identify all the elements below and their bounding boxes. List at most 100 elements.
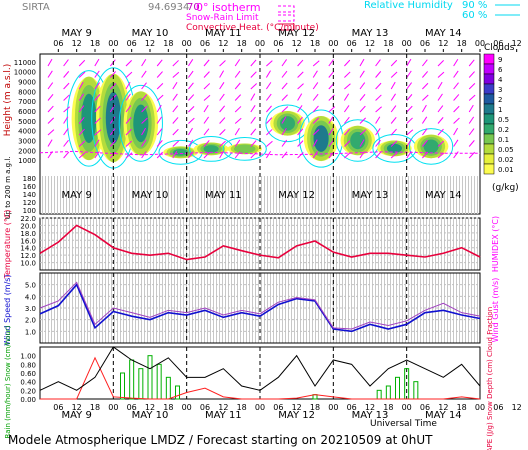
hour-label: 00 <box>108 403 118 412</box>
colorbar-level: 4 <box>498 76 503 84</box>
height-tick: 9000 <box>18 79 36 87</box>
wind-arrow <box>141 117 148 124</box>
day-label: MAY 11 <box>205 28 242 39</box>
colorbar-level: 2 <box>498 96 502 104</box>
wind-arrow <box>94 105 101 113</box>
wind-arrow <box>203 151 210 159</box>
height-tick: 1000 <box>18 157 36 165</box>
wind-arrow <box>422 94 429 101</box>
hour-label: 06 <box>200 403 210 412</box>
wind-arrow <box>172 140 179 147</box>
hour-label: 00 <box>328 39 338 48</box>
wind-arrow <box>94 117 101 124</box>
hour-label: 12 <box>145 403 155 412</box>
hour-label: 12 <box>145 39 155 48</box>
colorbar-level: 0.1 <box>498 136 509 144</box>
hour-label: 00 <box>328 403 338 412</box>
wind-arrow <box>94 151 100 159</box>
wind-arrow <box>468 104 474 113</box>
wind-arrow <box>109 116 116 124</box>
legend-snow-rain: Snow-Rain Limit <box>186 13 259 23</box>
series-line <box>40 356 481 400</box>
y-tick: 0.00 <box>20 396 36 404</box>
wind-arrow <box>63 106 70 113</box>
wind-arrow <box>172 71 180 78</box>
wind-arrow <box>63 128 69 136</box>
wind-arrow <box>421 128 428 136</box>
wind-arrow <box>468 59 475 67</box>
wind-arrow <box>78 93 84 101</box>
wind-arrow <box>141 94 148 101</box>
legend-isotherm-line <box>278 5 295 13</box>
wind-arrow <box>172 93 178 101</box>
colorbar-swatch <box>483 113 495 125</box>
hour-label: 18 <box>457 403 467 412</box>
hour-label: 18 <box>237 39 247 48</box>
wind-arrow <box>281 82 288 90</box>
wind-arrow <box>375 71 382 78</box>
wind-arrow <box>328 128 334 136</box>
y-tick: 14.0 <box>20 245 36 253</box>
wind-arrow <box>422 82 429 90</box>
wind-arrow <box>156 94 164 101</box>
wind-arrow <box>219 70 225 78</box>
hour-label: 06 <box>493 403 503 412</box>
wind-arrow <box>141 70 147 78</box>
wind-arrow <box>156 71 163 78</box>
height-tick: 4000 <box>18 128 36 136</box>
wind-arrow <box>250 71 257 78</box>
y-tick: 0.80 <box>20 361 36 369</box>
colorbar-swatch <box>483 133 495 145</box>
cloud-blob <box>313 125 329 152</box>
wind-arrow <box>266 140 273 147</box>
wind-arrow <box>453 139 459 147</box>
wind-arrow <box>328 59 334 67</box>
colorbar-level: 3 <box>498 86 502 94</box>
hour-label: 06 <box>493 39 503 48</box>
wind-arrow <box>63 94 70 101</box>
legend-snow-line <box>278 14 295 22</box>
wind-arrow <box>266 117 273 124</box>
wind-arrow <box>406 105 413 113</box>
height-tick: 3000 <box>18 138 36 146</box>
y-tick: 5.0 <box>25 282 36 290</box>
wind-arrow <box>203 104 209 113</box>
y-tick: 12.0 <box>20 252 36 260</box>
y-tick: 16.0 <box>20 237 36 245</box>
wind-arrow <box>234 117 242 124</box>
wind-arrow <box>437 117 444 124</box>
hour-label: 18 <box>163 39 173 48</box>
wind-arrow <box>453 70 459 78</box>
day-label: MAY 9 <box>61 410 91 421</box>
hour-label: 12 <box>512 403 522 412</box>
wind-arrow <box>390 140 398 147</box>
cape-axis-label: CAPE (J/g) Snow Depth (cm) Cloud Fractio… <box>486 307 494 450</box>
hour-label: 00 <box>255 39 265 48</box>
wind-arrow <box>406 70 412 78</box>
wind-arrow <box>250 105 256 113</box>
wind-arrow <box>328 70 335 78</box>
wind-arrow <box>125 117 132 124</box>
lower-height-tick: 180 <box>23 175 36 183</box>
wind-arrow <box>187 139 194 147</box>
wind-arrow <box>203 71 210 78</box>
height-tick: 8000 <box>18 88 36 96</box>
hour-label: 12 <box>438 403 448 412</box>
wind-arrow <box>188 151 194 159</box>
hour-label: 06 <box>53 39 63 48</box>
wind-arrow <box>156 59 163 67</box>
cloud-blob <box>237 145 253 153</box>
hour-label: 12 <box>365 39 375 48</box>
wind-arrow <box>203 140 210 147</box>
precip-axis-label: Rain (mm/hour) Snow (cm/hour) <box>4 325 12 438</box>
wind-arrow <box>453 82 459 90</box>
wind-arrow <box>359 139 365 147</box>
wind-arrow <box>63 71 70 78</box>
wind-arrow <box>406 82 413 90</box>
hour-label: 18 <box>90 39 100 48</box>
station-ident: 70 <box>187 2 200 13</box>
wind-arrow <box>437 140 445 147</box>
wind-arrow <box>343 105 350 113</box>
wind-arrow <box>125 71 133 78</box>
